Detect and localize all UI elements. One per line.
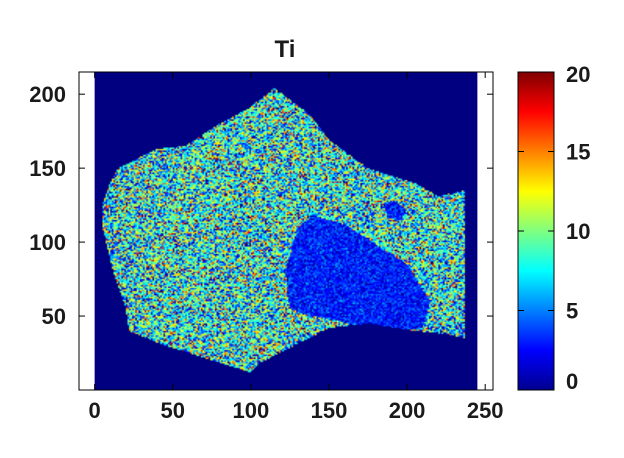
colorbar-tick-label: 5	[566, 299, 578, 324]
x-axis: 0 50 100 150 200 250	[88, 72, 504, 423]
x-tick-label: 200	[389, 398, 426, 423]
x-tick-label: 50	[160, 398, 184, 423]
colorbar-tick-label: 15	[566, 140, 590, 165]
colorbar-tick-label: 10	[566, 219, 590, 244]
y-tick-label: 100	[29, 230, 66, 255]
grain-map	[94, 72, 478, 390]
colorbar-tick-label: 0	[566, 369, 578, 394]
plot-frame	[78, 71, 494, 391]
x-tick-label: 250	[467, 398, 504, 423]
y-tick-label: 200	[29, 82, 66, 107]
y-tick-label: 150	[29, 156, 66, 181]
y-tick-label: 50	[42, 304, 66, 329]
x-tick-label: 150	[311, 398, 348, 423]
x-tick-label: 0	[88, 398, 100, 423]
chart-title: Ti	[275, 36, 296, 63]
colorbar-axis: 0 5 10 15 20	[518, 62, 590, 394]
element-map	[94, 72, 478, 390]
x-tick-label: 100	[232, 398, 269, 423]
colorbar-tick-label: 20	[566, 62, 590, 87]
y-axis: 50 100 150 200	[29, 82, 493, 329]
